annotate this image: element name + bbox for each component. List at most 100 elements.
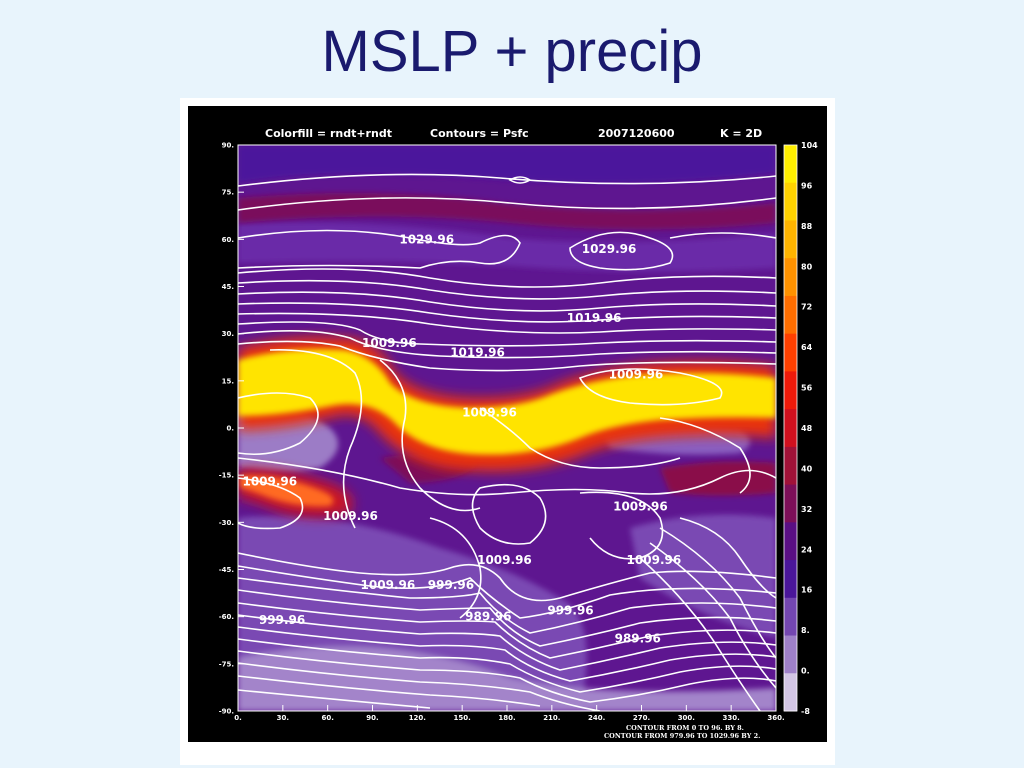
isobar	[379, 359, 481, 512]
isobar	[639, 557, 761, 711]
colorbar-label: 24	[801, 545, 813, 554]
isobar	[238, 577, 776, 634]
y-tick-label: -15.	[219, 472, 234, 480]
colorbar-swatch	[784, 597, 797, 637]
colorbar-swatch	[784, 522, 797, 561]
colorbar-swatch	[784, 371, 797, 410]
footer-note-1: CONTOUR FROM 0 TO 96. BY 8.	[626, 724, 744, 732]
x-axis: 0. 30. 60. 90. 120. 150. 180. 210. 240. 270. 300. 3…	[234, 705, 785, 722]
y-tick-label: 60.	[222, 236, 234, 244]
contour-label: 1009.96	[362, 336, 417, 350]
isobar	[238, 689, 431, 709]
y-tick-label: 30.	[222, 330, 234, 338]
contour-label: 1009.96	[323, 509, 378, 523]
isobar	[649, 542, 776, 689]
x-tick-label: 90.	[366, 714, 378, 722]
colorbar-label: -8	[801, 707, 810, 716]
isobar	[238, 321, 776, 347]
colorbar-label: 0.	[801, 667, 810, 676]
isobar	[659, 527, 776, 659]
colorbar-swatch	[784, 446, 797, 486]
y-tick-label: 75.	[222, 189, 234, 197]
isobar	[238, 392, 319, 456]
contour-label: 999.96	[428, 578, 474, 592]
isobar	[238, 638, 776, 693]
isobar	[479, 407, 681, 469]
isobar	[238, 340, 776, 372]
isobar	[579, 491, 664, 560]
colorbar-label: 96	[801, 181, 813, 190]
isobar	[238, 565, 776, 619]
colorbar-label: 104	[801, 141, 818, 150]
contour-label: 1019.96	[567, 311, 622, 325]
y-tick-label: -75.	[219, 660, 234, 668]
isobar	[659, 417, 751, 494]
contour-label: 1009.96	[361, 578, 416, 592]
isobar	[238, 614, 776, 671]
isobar	[578, 368, 723, 406]
slide-title: MSLP + precip	[321, 19, 703, 84]
isobar	[238, 602, 776, 659]
isobar	[238, 312, 776, 334]
contour-label: 1019.96	[450, 346, 505, 360]
colorbar-label: 64	[801, 343, 813, 352]
plot-svg: Colorfill = rndt+rndt Contours = Psfc 20…	[188, 106, 827, 742]
isobar	[238, 662, 601, 711]
colorbar-label: 56	[801, 384, 813, 393]
x-tick-label: 180.	[498, 714, 515, 722]
contour-label: 1009.96	[627, 553, 682, 567]
contour-label: 999.96	[259, 613, 305, 627]
colorbar-label: 16	[801, 586, 813, 595]
y-tick-label: 15.	[222, 377, 234, 385]
plot-frame: Colorfill = rndt+rndt Contours = Psfc 20…	[180, 98, 835, 765]
header-colorfill: Colorfill = rndt+rndt	[265, 127, 392, 140]
colorbar-label: 48	[801, 424, 813, 433]
x-tick-label: 270.	[633, 714, 650, 722]
contour-label: 999.96	[547, 603, 593, 617]
isobar	[508, 176, 532, 184]
footer-note-2: CONTOUR FROM 979.96 TO 1029.96 BY 2.	[604, 732, 760, 740]
isobar	[238, 279, 776, 300]
x-tick-label: 360.	[767, 714, 784, 722]
colorbar-swatch	[784, 409, 797, 448]
contour-labels: 1029.96 1029.96 1019.96 1009.96 1019.96 1009.…	[242, 232, 681, 645]
contour-label: 989.96	[465, 610, 511, 624]
colorbar-swatch	[784, 333, 797, 372]
colorbar-swatch	[784, 145, 797, 184]
colorbar-swatch	[784, 635, 797, 674]
isobar	[238, 229, 521, 269]
x-tick-label: 150.	[454, 714, 471, 722]
precip-low-patch	[238, 145, 776, 183]
x-tick-label: 30.	[277, 714, 289, 722]
map-area: 1029.96 1029.96 1019.96 1009.96 1019.96 1009.…	[238, 145, 776, 711]
contour-label: 1009.96	[477, 553, 532, 567]
colorbar-swatch	[784, 560, 797, 599]
isobar	[238, 330, 776, 359]
y-tick-label: 45.	[222, 283, 234, 291]
header-contours: Contours = Psfc	[430, 127, 529, 140]
contour-label: 1029.96	[399, 232, 454, 246]
isobar	[471, 483, 547, 545]
isobar	[238, 675, 541, 707]
contour-label: 1009.96	[613, 500, 668, 514]
y-tick-label: -30.	[219, 519, 234, 527]
header-date: 2007120600	[598, 127, 675, 140]
isobar	[669, 232, 776, 239]
isobar	[238, 477, 304, 530]
x-tick-label: 60.	[321, 714, 333, 722]
x-tick-label: 240.	[588, 714, 605, 722]
colorbar-label: 88	[801, 222, 813, 231]
isobar	[238, 552, 776, 602]
isobar	[569, 231, 674, 271]
header-level: K = 2D	[720, 127, 762, 140]
x-tick-label: 300.	[678, 714, 695, 722]
x-tick-label: 330.	[723, 714, 740, 722]
isobar	[429, 517, 482, 619]
colorbar-label: 80	[801, 262, 813, 271]
colorbar-swatch	[784, 295, 797, 335]
isobar	[679, 517, 776, 599]
precip-low-patch	[238, 222, 776, 272]
isobars	[238, 173, 776, 711]
precip-low-patch	[630, 514, 776, 638]
colorbar-border	[783, 144, 798, 712]
